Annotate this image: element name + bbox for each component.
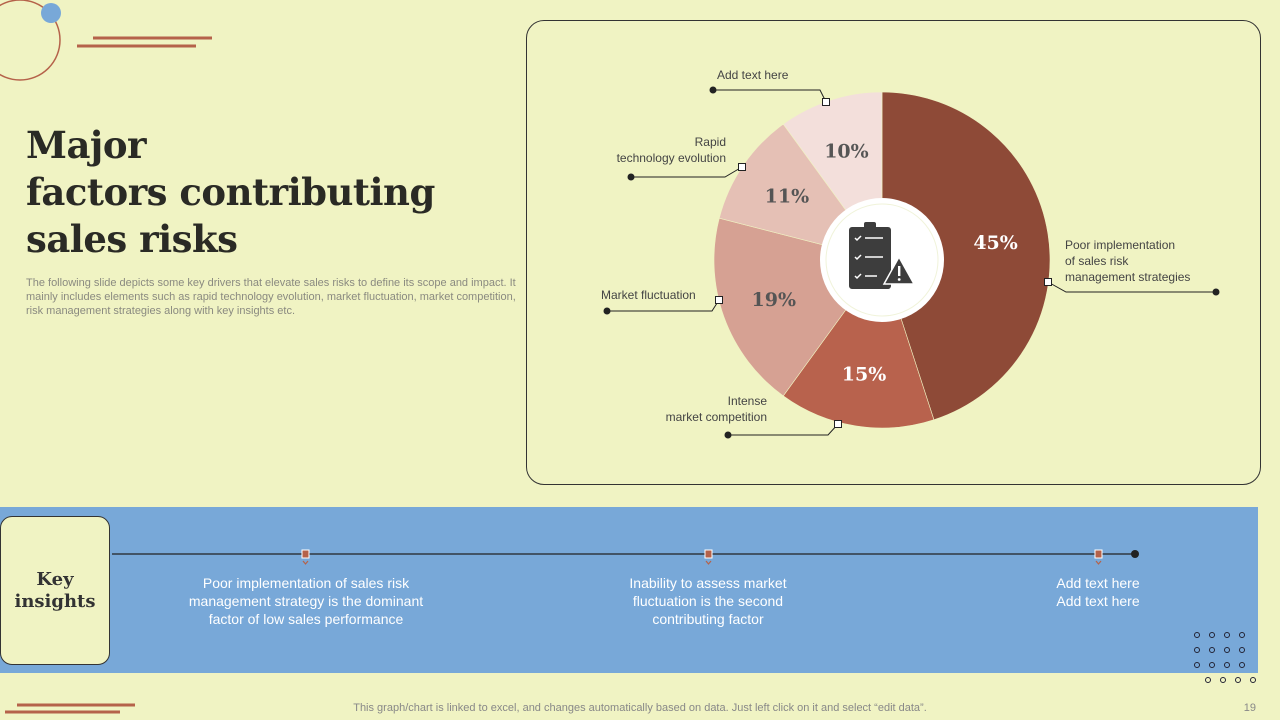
page-title: Major factors contributing sales risks — [26, 122, 435, 263]
leader-marker — [738, 163, 746, 171]
title-line: sales risks — [26, 217, 238, 261]
clipboard-warning-icon — [849, 222, 916, 289]
title-line: Major — [26, 123, 146, 167]
label-s2: Market fluctuation — [601, 288, 696, 302]
leader-marker — [1044, 278, 1052, 286]
slice-value-label: 15% — [842, 364, 887, 386]
leader-line — [713, 89, 827, 103]
leader-line — [631, 166, 743, 178]
decor-dots — [1194, 632, 1256, 683]
slice-value-label: 10% — [824, 141, 869, 163]
leader-marker — [822, 98, 830, 106]
insight-3: Add text here Add text here — [1056, 575, 1140, 609]
key-insights-label: Key insights — [0, 516, 110, 665]
label-s3: Rapid technology evolution — [616, 135, 726, 165]
label-s4: Add text here — [717, 68, 789, 82]
decor-top — [0, 0, 212, 81]
leader-marker — [715, 296, 723, 304]
label-s0: Poor implementation of sales risk manageme… — [1065, 238, 1191, 284]
insight-2: Inability to assess market fluctuation is… — [629, 575, 787, 627]
title-line: factors contributing — [26, 170, 435, 214]
description: The following slide depicts some key dri… — [26, 277, 516, 317]
insights-band — [0, 507, 1258, 673]
page-number: 19 — [1243, 702, 1256, 714]
pie-slice[interactable] — [881, 91, 1051, 421]
insight-1: Poor implementation of sales risk managem… — [188, 575, 424, 627]
chart-frame — [526, 20, 1261, 485]
footer-note: This graph/chart is linked to excel, and… — [353, 702, 927, 714]
leader-dot — [627, 173, 635, 181]
leader-dot — [724, 431, 732, 439]
leader-dot — [709, 86, 717, 94]
leader-marker — [834, 420, 842, 428]
pie-chart[interactable]: 45% 15% 19% 11% 10% — [0, 0, 1280, 500]
leader-dot — [1212, 288, 1220, 296]
timeline — [112, 549, 1139, 565]
label-s1: Intense market competition — [665, 394, 767, 424]
slice-value-label: 45% — [973, 232, 1018, 254]
slice-value-label: 11% — [765, 185, 810, 207]
slice-value-label: 19% — [752, 289, 797, 311]
pie-slice[interactable] — [782, 259, 935, 429]
leader-dot — [603, 307, 611, 315]
leader-line — [728, 423, 839, 436]
decor-bottom — [5, 703, 135, 714]
leader-line — [1047, 281, 1216, 293]
